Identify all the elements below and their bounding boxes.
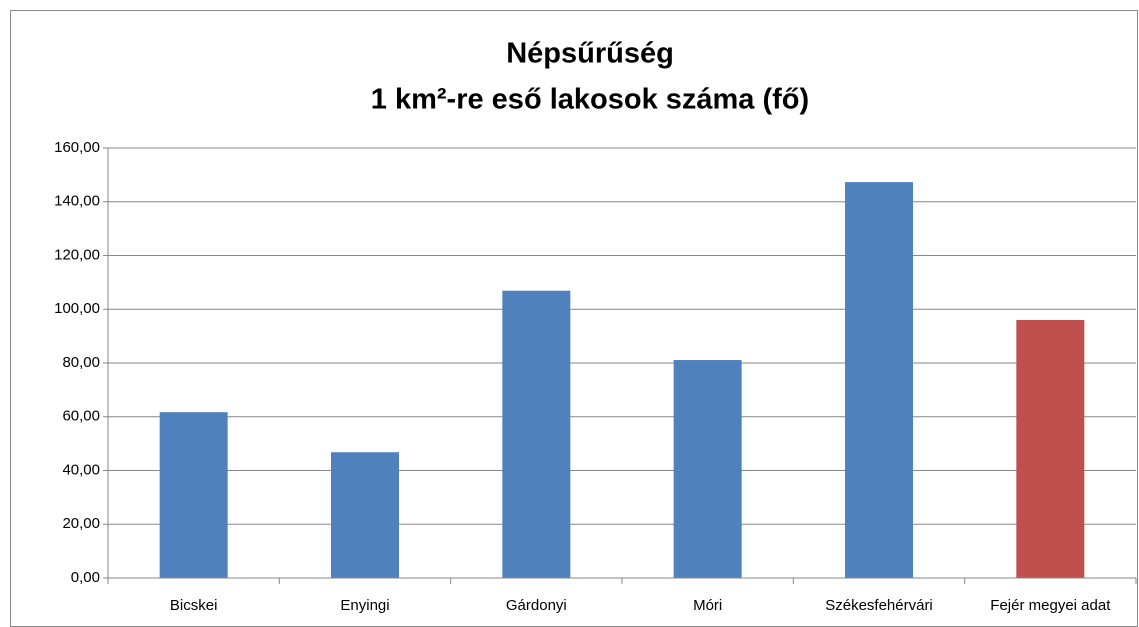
bar [673,360,742,578]
x-tick-label: Gárdonyi [506,597,567,614]
bar [331,452,399,578]
chart-subtitle: 1 km²-re eső lakosok száma (fő) [371,84,809,116]
x-tick-label: Bicskei [170,597,218,614]
y-tick-label: 120,00 [54,246,100,263]
bar [502,290,571,578]
bar [845,182,913,578]
y-tick-label: 60,00 [62,408,100,425]
y-tick-label: 80,00 [62,354,100,371]
y-tick-label: 40,00 [62,461,100,478]
y-tick-label: 0,00 [71,569,100,586]
x-tick-label: Enyingi [340,597,389,614]
bar [159,412,228,578]
bar [1016,320,1085,578]
y-tick-label: 140,00 [54,193,100,210]
x-tick-label: Székesfehérvári [825,597,933,614]
x-tick-label: Fejér megyei adat [990,597,1111,614]
y-tick-label: 20,00 [62,515,100,532]
x-tick-label: Móri [693,597,722,614]
y-tick-label: 160,00 [54,139,100,156]
y-tick-label: 100,00 [54,300,100,317]
chart-title: Népsűrűség [506,38,674,70]
